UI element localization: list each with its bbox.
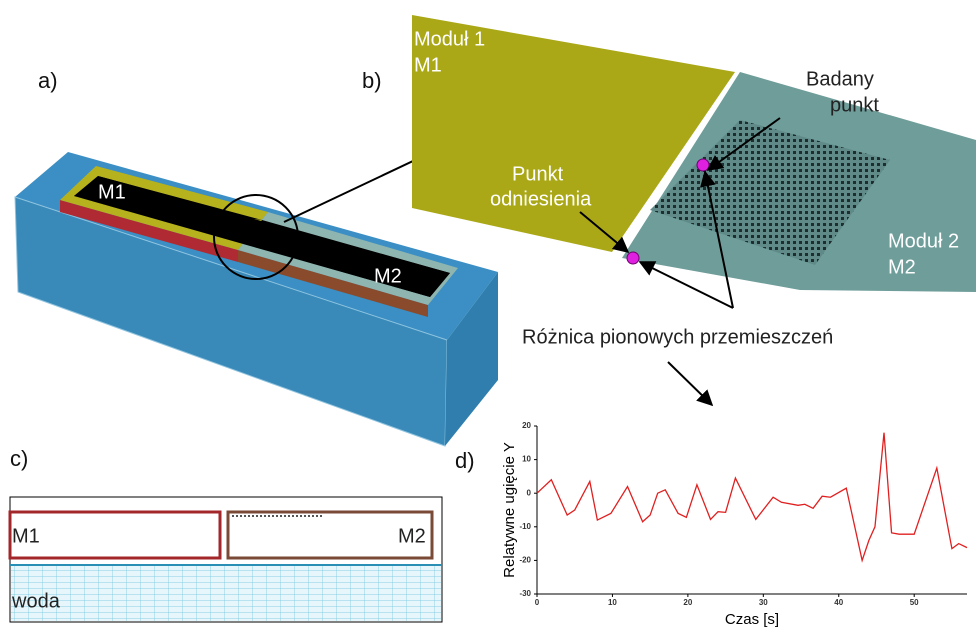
module-label: Moduł 2 xyxy=(888,230,959,252)
x-tick-label: 10 xyxy=(608,598,617,607)
x-tick-label: 30 xyxy=(759,598,768,607)
module-label: M1 xyxy=(414,54,442,76)
m1-section xyxy=(10,512,220,558)
module-label: M2 xyxy=(374,265,402,287)
panel-c: c) M1 M2 woda xyxy=(10,446,442,622)
annotation: odniesienia xyxy=(490,188,592,210)
water xyxy=(11,565,441,621)
annotation: Różnica pionowych przemieszczeń xyxy=(522,326,833,348)
module-label: Moduł 1 xyxy=(414,28,485,50)
y-tick-label: -10 xyxy=(519,522,531,531)
y-tick-label: -30 xyxy=(519,589,531,598)
annotation: Punkt xyxy=(512,163,564,185)
annotation: punkt xyxy=(830,94,879,116)
x-axis-title: Czas [s] xyxy=(725,611,779,628)
panel-label: b) xyxy=(362,68,382,93)
x-tick-label: 40 xyxy=(834,598,843,607)
panel-d: d) Czas [s] Relatywne ugięcie Y -30 -20 -1… xyxy=(455,421,967,628)
annotation: Badany xyxy=(806,68,874,90)
test-point xyxy=(697,159,709,171)
arrow xyxy=(668,362,712,405)
panel-label: d) xyxy=(455,448,475,473)
data-line xyxy=(537,433,967,561)
figure: a) M1 M2 b) Moduł 1 M1 Moduł 2 M2 Badany… xyxy=(0,0,976,632)
x-tick-label: 20 xyxy=(683,598,692,607)
module-label: M2 xyxy=(398,525,426,547)
panel-label: a) xyxy=(38,68,58,93)
water-label: woda xyxy=(11,590,61,612)
panel-label: c) xyxy=(10,446,28,471)
y-tick-label: -20 xyxy=(519,556,531,565)
y-tick-label: 10 xyxy=(522,455,531,464)
x-tick-label: 0 xyxy=(535,598,540,607)
module-label: M1 xyxy=(98,181,126,203)
module-label: M1 xyxy=(12,525,40,547)
y-tick-label: 0 xyxy=(527,488,532,497)
y-tick-label: 20 xyxy=(522,421,531,430)
reference-point xyxy=(627,252,639,264)
module-label: M2 xyxy=(888,256,916,278)
y-axis-title: Relatywne ugięcie Y xyxy=(501,442,518,578)
x-tick-label: 50 xyxy=(910,598,919,607)
